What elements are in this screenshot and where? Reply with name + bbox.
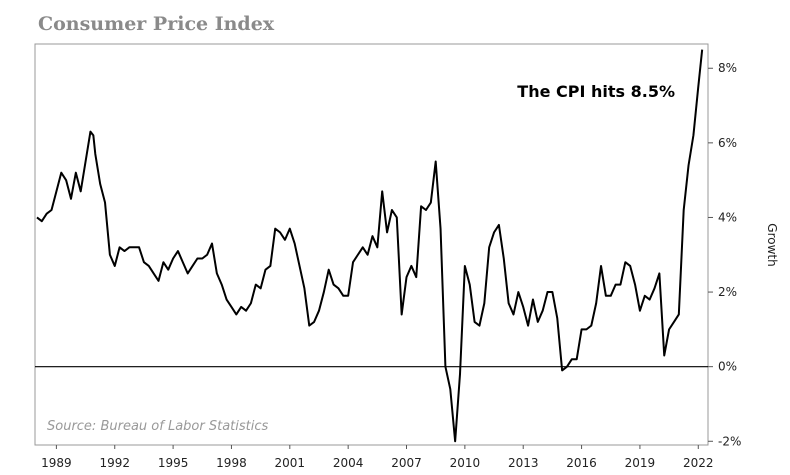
- x-tick-label: 2001: [275, 456, 306, 470]
- y-axis-label: Growth: [765, 223, 779, 266]
- x-tick-label: 2019: [625, 456, 656, 470]
- plot-frame: [34, 43, 709, 446]
- y-tick-label: 8%: [718, 61, 737, 75]
- y-tick-label: 0%: [718, 360, 737, 374]
- x-tick-label: 2022: [683, 456, 714, 470]
- x-tick-label: 1989: [41, 456, 72, 470]
- y-tick-label: 4%: [718, 210, 737, 224]
- x-tick-label: 1992: [99, 456, 130, 470]
- y-tick-label: -2%: [718, 434, 741, 448]
- cpi-line: [36, 49, 704, 443]
- chart-title: Consumer Price Index: [38, 13, 275, 35]
- x-tick-label: 2007: [391, 456, 422, 470]
- y-tick-label: 2%: [718, 285, 737, 299]
- annotation: The CPI hits 8.5%: [517, 82, 675, 101]
- x-tick-label: 2016: [566, 456, 597, 470]
- x-tick-label: 2010: [450, 456, 481, 470]
- x-tick-label: 1998: [216, 456, 247, 470]
- x-tick-label: 2004: [333, 456, 364, 470]
- x-tick-label: 2013: [508, 456, 539, 470]
- source-note: Source: Bureau of Labor Statistics: [47, 419, 268, 434]
- x-tick-label: 1995: [158, 456, 189, 470]
- y-tick-label: 6%: [718, 136, 737, 150]
